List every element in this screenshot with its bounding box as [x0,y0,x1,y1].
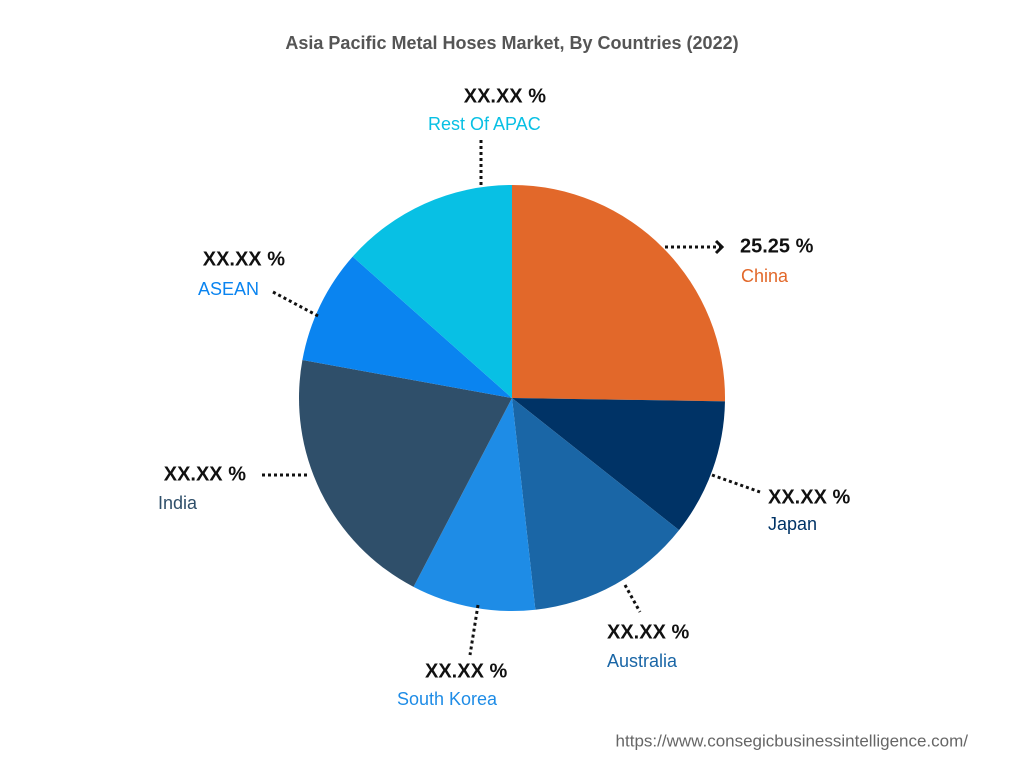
pie-slice [512,185,725,402]
pie-slice [352,185,512,398]
category-label: Rest Of APAC [428,114,541,134]
source-url: https://www.consegicbusinessintelligence… [616,731,969,750]
value-label: XX.XX % [768,486,850,508]
chart-title: Asia Pacific Metal Hoses Market, By Coun… [285,33,738,53]
value-label: XX.XX % [203,248,285,270]
value-label: XX.XX % [464,85,546,107]
category-label: India [158,493,198,513]
pie-slice [413,398,536,612]
value-label: 25.25 % [740,235,814,257]
category-label: Australia [607,651,678,671]
leader-arrow [714,239,725,255]
category-label: Japan [768,514,817,534]
leader-line [711,473,761,494]
pie-slice [512,398,725,531]
leader-line [623,584,642,613]
leader-line [272,290,321,319]
category-label: South Korea [397,689,498,709]
value-label: XX.XX % [164,463,246,485]
value-label: XX.XX % [607,621,689,643]
category-label: China [741,266,789,286]
value-label: XX.XX % [425,660,507,682]
pie-slice [302,256,512,398]
leader-line [468,604,480,656]
pie-slice [512,398,680,610]
category-label: ASEAN [198,279,259,299]
pie-slice [299,360,512,587]
